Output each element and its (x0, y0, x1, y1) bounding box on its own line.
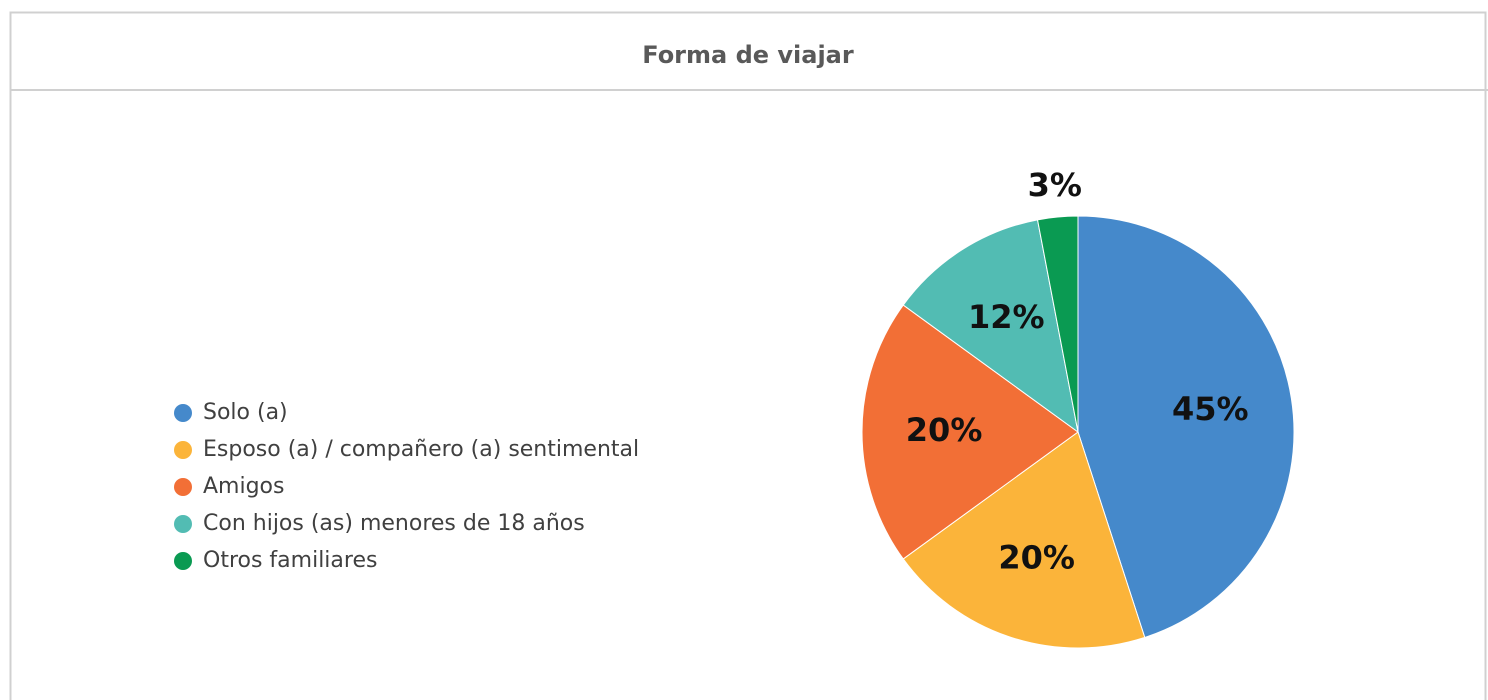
data-label: 45% (1172, 390, 1249, 428)
data-label: 3% (1028, 166, 1082, 204)
pie-slice (902, 431, 1146, 649)
legend-label: Otros familiares (203, 548, 377, 573)
legend-marker (174, 441, 192, 459)
legend-label: Amigos (203, 474, 284, 499)
legend-marker (174, 552, 192, 570)
pie-slice (1036, 215, 1079, 433)
data-label: 20% (906, 411, 983, 449)
legend-marker (174, 404, 192, 422)
pie-slice (1077, 215, 1295, 639)
legend-label: Con hijos (as) menores de 18 años (203, 511, 585, 536)
data-label: 20% (998, 538, 1075, 576)
legend-label: Esposo (a) / compañero (a) sentimental (203, 437, 639, 462)
data-label: 12% (968, 298, 1045, 336)
legend-marker (174, 515, 192, 533)
pie-slice (902, 219, 1079, 434)
legend-label: Solo (a) (203, 400, 288, 425)
legend-marker (174, 478, 192, 496)
chart-title: Forma de viajar (642, 41, 854, 69)
pie-slice (861, 304, 1079, 560)
